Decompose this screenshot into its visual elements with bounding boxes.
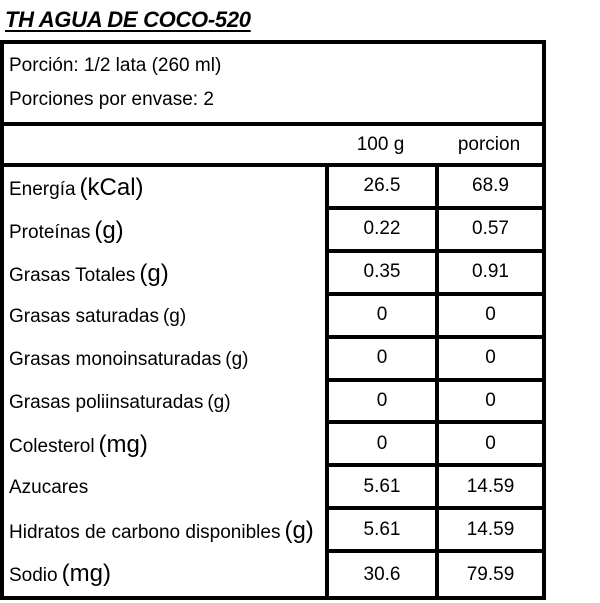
value-100g: 5.61 bbox=[325, 510, 435, 554]
value-100g: 0 bbox=[325, 381, 435, 425]
value-porcion: 0 bbox=[435, 381, 542, 425]
row-label-hidratos-carbono: Hidratos de carbono disponibles (g) bbox=[9, 517, 314, 545]
value-100g: 30.6 bbox=[325, 553, 435, 596]
value-porcion: 68.9 bbox=[435, 167, 542, 210]
value-porcion: 0 bbox=[435, 295, 542, 339]
row-label-proteinas: Proteínas (g) bbox=[9, 216, 124, 244]
column-header-row: 100 g porcion bbox=[0, 126, 546, 167]
value-porcion: 0 bbox=[435, 338, 542, 382]
row-label-grasas-totales: Grasas Totales (g) bbox=[9, 259, 169, 287]
row-unit: (g) bbox=[225, 348, 249, 370]
row-label-sodio: Sodio (mg) bbox=[9, 560, 111, 588]
value-100g: 0 bbox=[325, 424, 435, 468]
row-label-colesterol: Colesterol (mg) bbox=[9, 431, 148, 459]
column-header-porcion: porcion bbox=[457, 133, 521, 155]
row-unit: (g) bbox=[207, 391, 231, 413]
row-unit: (mg) bbox=[98, 431, 148, 459]
value-100g: 5.61 bbox=[325, 467, 435, 511]
row-unit: (mg) bbox=[61, 560, 111, 588]
row-unit: (g) bbox=[94, 216, 124, 244]
value-porcion: 0 bbox=[435, 424, 542, 468]
serving-info-box: Porción: 1/2 lata (260 ml) Porciones por… bbox=[0, 40, 546, 126]
row-label-grasas-poliinsaturadas: Grasas poliinsaturadas (g) bbox=[9, 391, 231, 413]
value-100g: 0.22 bbox=[325, 209, 435, 253]
row-unit: (kCal) bbox=[79, 174, 144, 201]
servings-per-container: Porciones por envase: 2 bbox=[9, 88, 214, 110]
value-porcion: 14.59 bbox=[435, 467, 542, 511]
row-label-azucares: Azucares bbox=[9, 477, 89, 499]
serving-size: Porción: 1/2 lata (260 ml) bbox=[9, 55, 222, 77]
page-title: TH AGUA DE COCO-520 bbox=[5, 7, 251, 32]
row-unit: (g) bbox=[284, 517, 314, 545]
nutrition-table: Energía (kCal) 26.5 68.9 Proteínas (g) 0.2… bbox=[0, 167, 546, 600]
row-label-energia: Energía (kCal) bbox=[9, 174, 144, 201]
column-header-100g: 100 g bbox=[356, 133, 405, 155]
value-porcion: 0.91 bbox=[435, 252, 542, 296]
value-100g: 0 bbox=[325, 338, 435, 382]
row-label-grasas-monoinsaturadas: Grasas monoinsaturadas (g) bbox=[9, 348, 249, 370]
row-unit: (g) bbox=[139, 259, 169, 287]
row-label-grasas-saturadas: Grasas saturadas (g) bbox=[9, 305, 187, 327]
value-100g: 26.5 bbox=[325, 167, 435, 210]
value-porcion: 0.57 bbox=[435, 209, 542, 253]
value-porcion: 79.59 bbox=[435, 553, 542, 596]
value-100g: 0 bbox=[325, 295, 435, 339]
value-porcion: 14.59 bbox=[435, 510, 542, 554]
row-unit: (g) bbox=[162, 305, 187, 327]
value-100g: 0.35 bbox=[325, 252, 435, 296]
